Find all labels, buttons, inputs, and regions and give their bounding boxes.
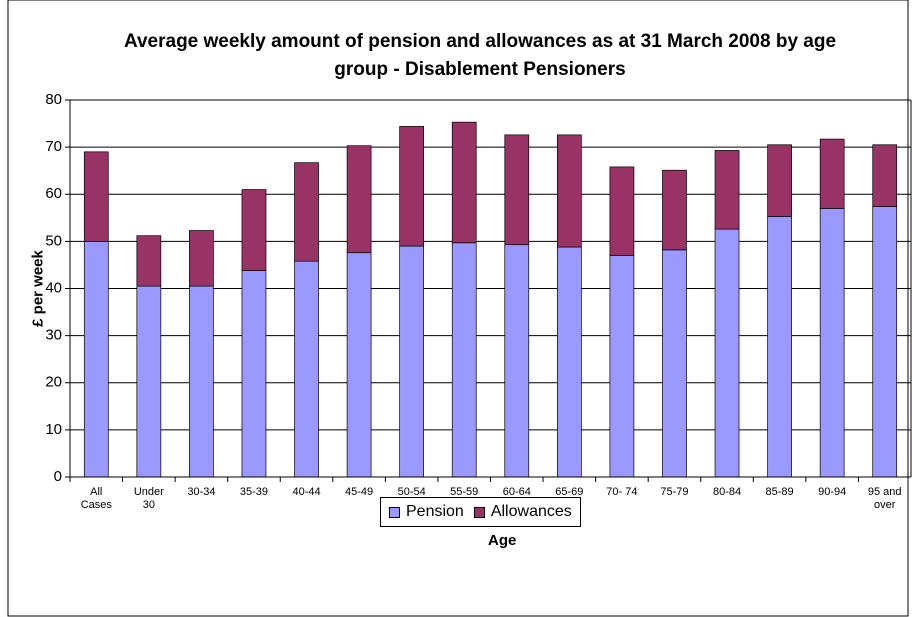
bar-segment: [662, 169, 687, 251]
x-axis-title: Age: [488, 532, 517, 549]
legend-label: Pension: [406, 503, 464, 520]
x-tick-label: 50-54: [397, 486, 426, 498]
bar-segment: [872, 206, 898, 478]
x-tick-label: 35-39: [239, 486, 269, 498]
bar-segment: [504, 134, 530, 246]
chart-title: Average weekly amount of pension and all…: [123, 31, 837, 80]
bar-segment: [714, 150, 740, 230]
legend-swatch: [389, 506, 400, 518]
bar-segment: [83, 151, 109, 242]
x-tick-label: 40-44: [292, 486, 321, 498]
bar-segment: [819, 138, 845, 209]
bar-segment: [399, 126, 425, 247]
x-tick-label: 70- 74: [606, 486, 638, 498]
bar-segment: [451, 121, 477, 244]
x-tick-label: 45-49: [345, 486, 374, 498]
bar-segment: [662, 249, 687, 478]
bar-segment: [504, 244, 530, 478]
x-tick-label: 60-64: [502, 486, 531, 498]
x-tick-label: 65-69: [555, 486, 584, 498]
bar-segment: [294, 260, 319, 478]
y-tick-label: 10: [45, 421, 62, 438]
legend: Pension Allowances: [380, 497, 581, 527]
legend-item: Pension: [389, 503, 464, 521]
bar-segment: [294, 162, 319, 262]
y-tick-label: 60: [45, 185, 62, 202]
bar-segment: [346, 252, 372, 478]
chart-frame: [7, 0, 909, 617]
y-tick-label: 80: [45, 91, 62, 108]
bar-segment: [136, 285, 162, 478]
x-tick-label: 80-84: [712, 486, 742, 498]
y-tick-label: 20: [45, 374, 62, 391]
bar-segment: [189, 230, 214, 287]
y-tick-label: 30: [45, 327, 62, 344]
y-axis-title: £ per week: [29, 250, 47, 327]
y-tick-label: 40: [45, 279, 62, 296]
y-tick-label: 70: [45, 138, 62, 155]
bar-segment: [767, 144, 792, 217]
x-tick-label: 85-89: [765, 486, 794, 498]
bar-segment: [556, 246, 582, 478]
x-tick-label: 55-59: [450, 486, 479, 498]
bar-segment: [346, 145, 372, 254]
legend-label: Allowances: [490, 503, 572, 520]
bar-segment: [241, 270, 267, 478]
y-tick-label: 0: [54, 468, 62, 485]
bar-segment: [872, 144, 898, 207]
y-tick-label: 50: [45, 232, 62, 249]
legend-item: Allowances: [473, 503, 572, 521]
bar-segment: [451, 242, 477, 478]
bar-segment: [609, 255, 635, 478]
bar-segment: [241, 189, 267, 271]
bar-segment: [819, 208, 845, 478]
bar-segment: [609, 166, 635, 256]
x-tick-label: 95 and over: [867, 486, 902, 511]
x-tick-label: Under 30: [133, 486, 164, 511]
bar-segment: [714, 228, 740, 478]
bar-segment: [556, 134, 582, 248]
x-tick-label: 30-34: [187, 486, 216, 498]
bar-segment: [83, 241, 109, 478]
bar-segment: [767, 216, 792, 478]
bar-segment: [399, 245, 425, 478]
bar-segment: [136, 235, 162, 287]
legend-swatch: [473, 506, 485, 518]
bar-segment: [189, 285, 214, 478]
x-tick-label: All Cases: [80, 486, 112, 511]
x-tick-label: 90-94: [818, 486, 847, 498]
x-tick-label: 75-79: [660, 486, 689, 498]
